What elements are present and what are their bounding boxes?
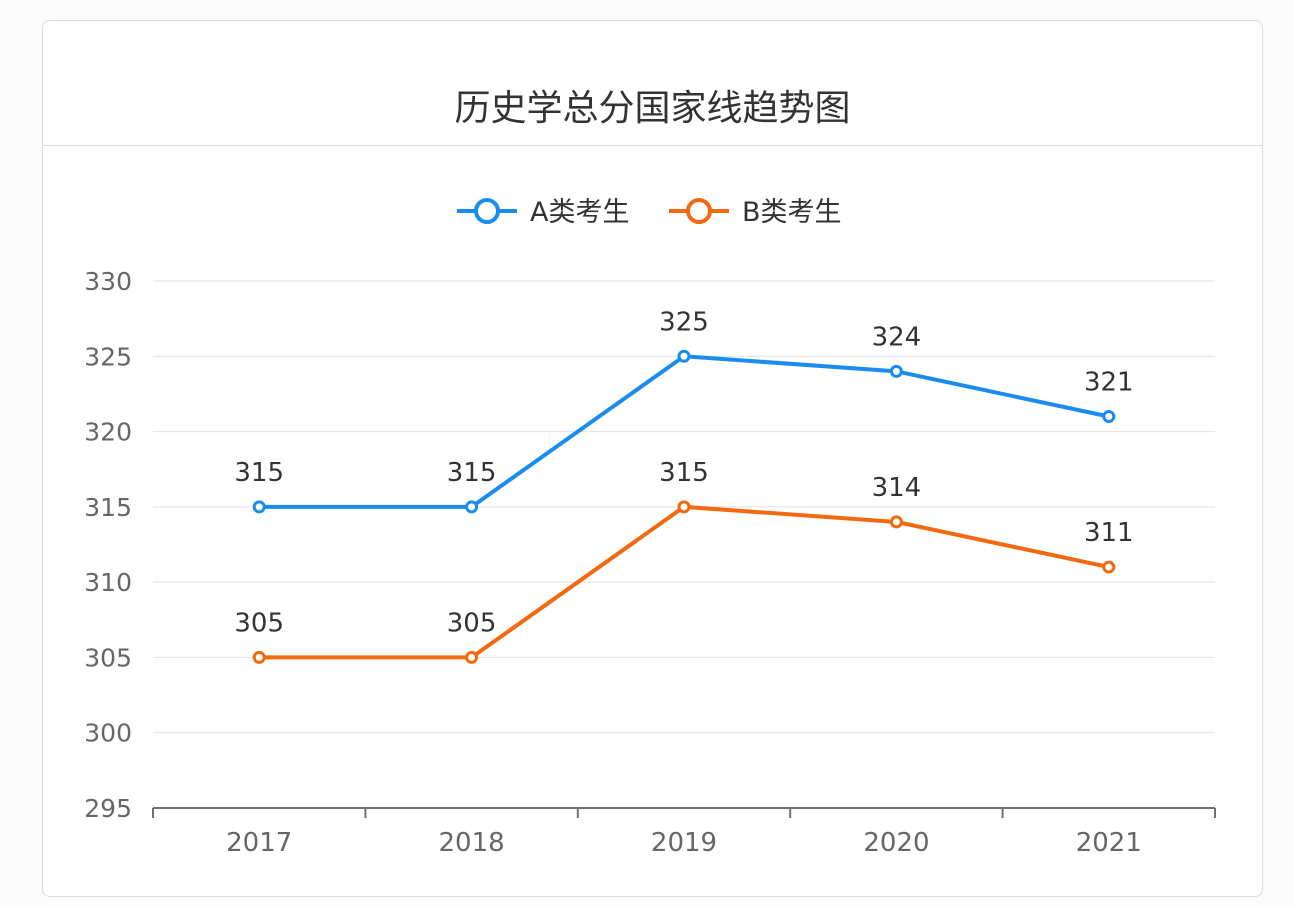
data-label: 311 bbox=[1084, 518, 1134, 548]
data-point bbox=[677, 500, 691, 514]
data-label: 315 bbox=[659, 458, 709, 488]
x-tick-label: 2018 bbox=[439, 828, 505, 858]
data-label: 314 bbox=[872, 473, 922, 503]
x-tick-label: 2017 bbox=[226, 828, 292, 858]
x-tick-label: 2021 bbox=[1076, 828, 1142, 858]
data-label: 315 bbox=[234, 458, 284, 488]
data-label: 321 bbox=[1084, 368, 1134, 398]
title-divider bbox=[43, 145, 1262, 146]
y-tick-label: 310 bbox=[84, 568, 132, 597]
legend-circle-icon bbox=[474, 198, 500, 224]
legend-label: B类考生 bbox=[742, 197, 842, 228]
data-point bbox=[889, 364, 903, 378]
y-tick-label: 305 bbox=[84, 643, 132, 672]
data-point bbox=[465, 650, 479, 664]
data-point bbox=[252, 650, 266, 664]
y-tick-label: 330 bbox=[84, 267, 132, 296]
y-tick-label: 300 bbox=[84, 719, 132, 748]
y-tick-label: 315 bbox=[84, 493, 132, 522]
chart-card: 历史学总分国家线趋势图 bbox=[42, 20, 1263, 897]
x-tick-label: 2019 bbox=[651, 828, 717, 858]
data-label: 315 bbox=[447, 458, 497, 488]
data-label: 325 bbox=[659, 307, 709, 337]
legend-circle-icon bbox=[686, 198, 712, 224]
y-tick-label: 295 bbox=[84, 794, 132, 823]
x-tick-label: 2020 bbox=[863, 828, 929, 858]
chart-title: 历史学总分国家线趋势图 bbox=[454, 88, 851, 129]
data-label: 305 bbox=[447, 608, 497, 638]
data-point bbox=[465, 500, 479, 514]
legend-label: A类考生 bbox=[530, 197, 629, 228]
data-label: 305 bbox=[234, 608, 284, 638]
data-point bbox=[1102, 560, 1116, 574]
data-point bbox=[252, 500, 266, 514]
data-label: 324 bbox=[872, 322, 922, 352]
data-point bbox=[889, 515, 903, 529]
y-tick-label: 325 bbox=[84, 342, 132, 371]
y-tick-label: 320 bbox=[84, 418, 132, 447]
data-point bbox=[1102, 410, 1116, 424]
data-point bbox=[677, 349, 691, 363]
